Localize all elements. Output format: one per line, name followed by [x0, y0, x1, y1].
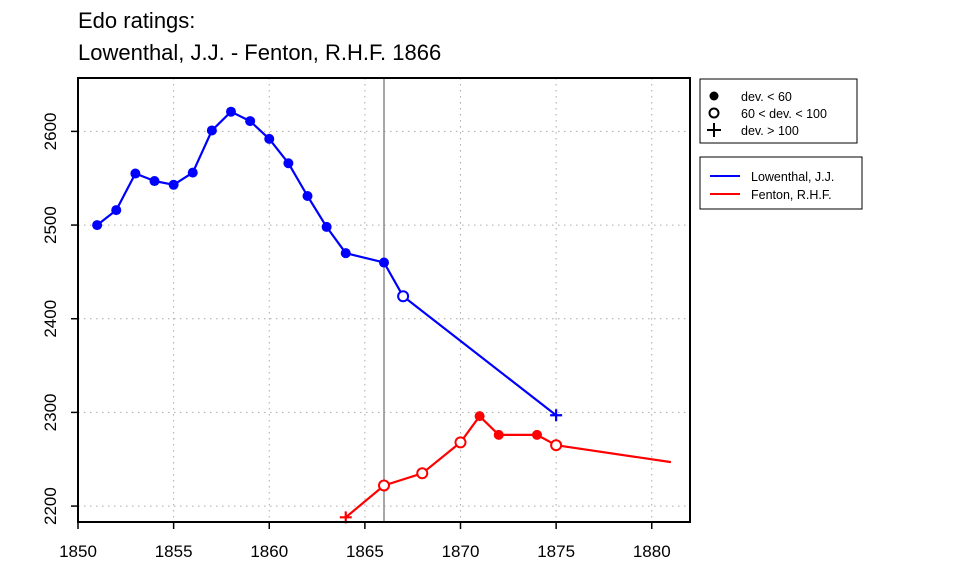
data-point-filled [321, 221, 332, 232]
data-point-filled [206, 125, 217, 136]
series-1 [339, 411, 672, 524]
x-axis: 1850 1855 1860 1865 1870 1875 1880 [59, 522, 671, 561]
y-tick-label: 2400 [41, 300, 60, 338]
series-legend: Lowenthal, J.J. Fenton, R.H.F. [699, 156, 863, 210]
plot-frame [77, 77, 691, 523]
series-line-0 [96, 110, 557, 417]
chart-title-line-1: Edo ratings: [78, 8, 195, 33]
x-tick-label: 1855 [155, 542, 193, 561]
data-point-open [550, 439, 563, 452]
series-layer [92, 106, 672, 524]
y-tick-label: 2500 [41, 206, 60, 244]
data-point-plus [550, 409, 563, 422]
data-point-filled [340, 248, 351, 259]
y-tick-label: 2300 [41, 393, 60, 431]
data-point-filled [474, 411, 485, 422]
legend-plus-marker [707, 123, 721, 137]
data-point-filled [111, 205, 122, 216]
x-tick-label: 1865 [346, 542, 384, 561]
legend-marker-label-1: 60 < dev. < 100 [741, 107, 827, 121]
series-legend-box [699, 156, 863, 210]
data-point-open [416, 467, 429, 480]
data-point-filled [283, 158, 294, 169]
grid-lines [77, 78, 690, 522]
x-tick-label: 1850 [59, 542, 97, 561]
marker-legend: dev. < 60 60 < dev. < 100 dev. > 100 [699, 78, 858, 144]
legend-open-marker [708, 107, 720, 119]
data-point-open [378, 479, 390, 492]
data-point-filled [168, 179, 179, 190]
data-point-filled [187, 167, 198, 178]
chart-title-line-2: Lowenthal, J.J. - Fenton, R.H.F. 1866 [78, 40, 441, 65]
marker-legend-box [699, 78, 858, 144]
legend-series-label-0: Lowenthal, J.J. [751, 170, 834, 184]
legend-marker-label-2: dev. > 100 [741, 124, 799, 138]
data-point-filled [379, 257, 389, 268]
y-axis: 2200 2300 2400 2500 2600 [41, 112, 78, 525]
data-point-filled [493, 429, 504, 440]
x-tick-label: 1860 [250, 542, 288, 561]
data-point-filled [264, 133, 275, 144]
data-point-filled [532, 429, 542, 440]
data-point-filled [245, 116, 256, 127]
data-point-filled [92, 220, 103, 231]
y-tick-label: 2200 [41, 487, 60, 525]
series-line-1 [345, 415, 672, 519]
legend-filled-marker [709, 91, 719, 101]
legend-series-label-1: Fenton, R.H.F. [751, 188, 832, 202]
data-point-open [397, 290, 410, 303]
x-tick-label: 1880 [633, 542, 671, 561]
data-point-filled [149, 176, 160, 187]
data-point-filled [130, 168, 141, 179]
data-point-filled [302, 191, 313, 202]
y-tick-label: 2600 [41, 112, 60, 150]
legend-marker-label-0: dev. < 60 [741, 90, 792, 104]
data-point-open [454, 436, 467, 449]
x-tick-label: 1875 [537, 542, 575, 561]
data-point-filled [226, 106, 236, 117]
x-tick-label: 1870 [442, 542, 480, 561]
series-0 [92, 106, 563, 422]
